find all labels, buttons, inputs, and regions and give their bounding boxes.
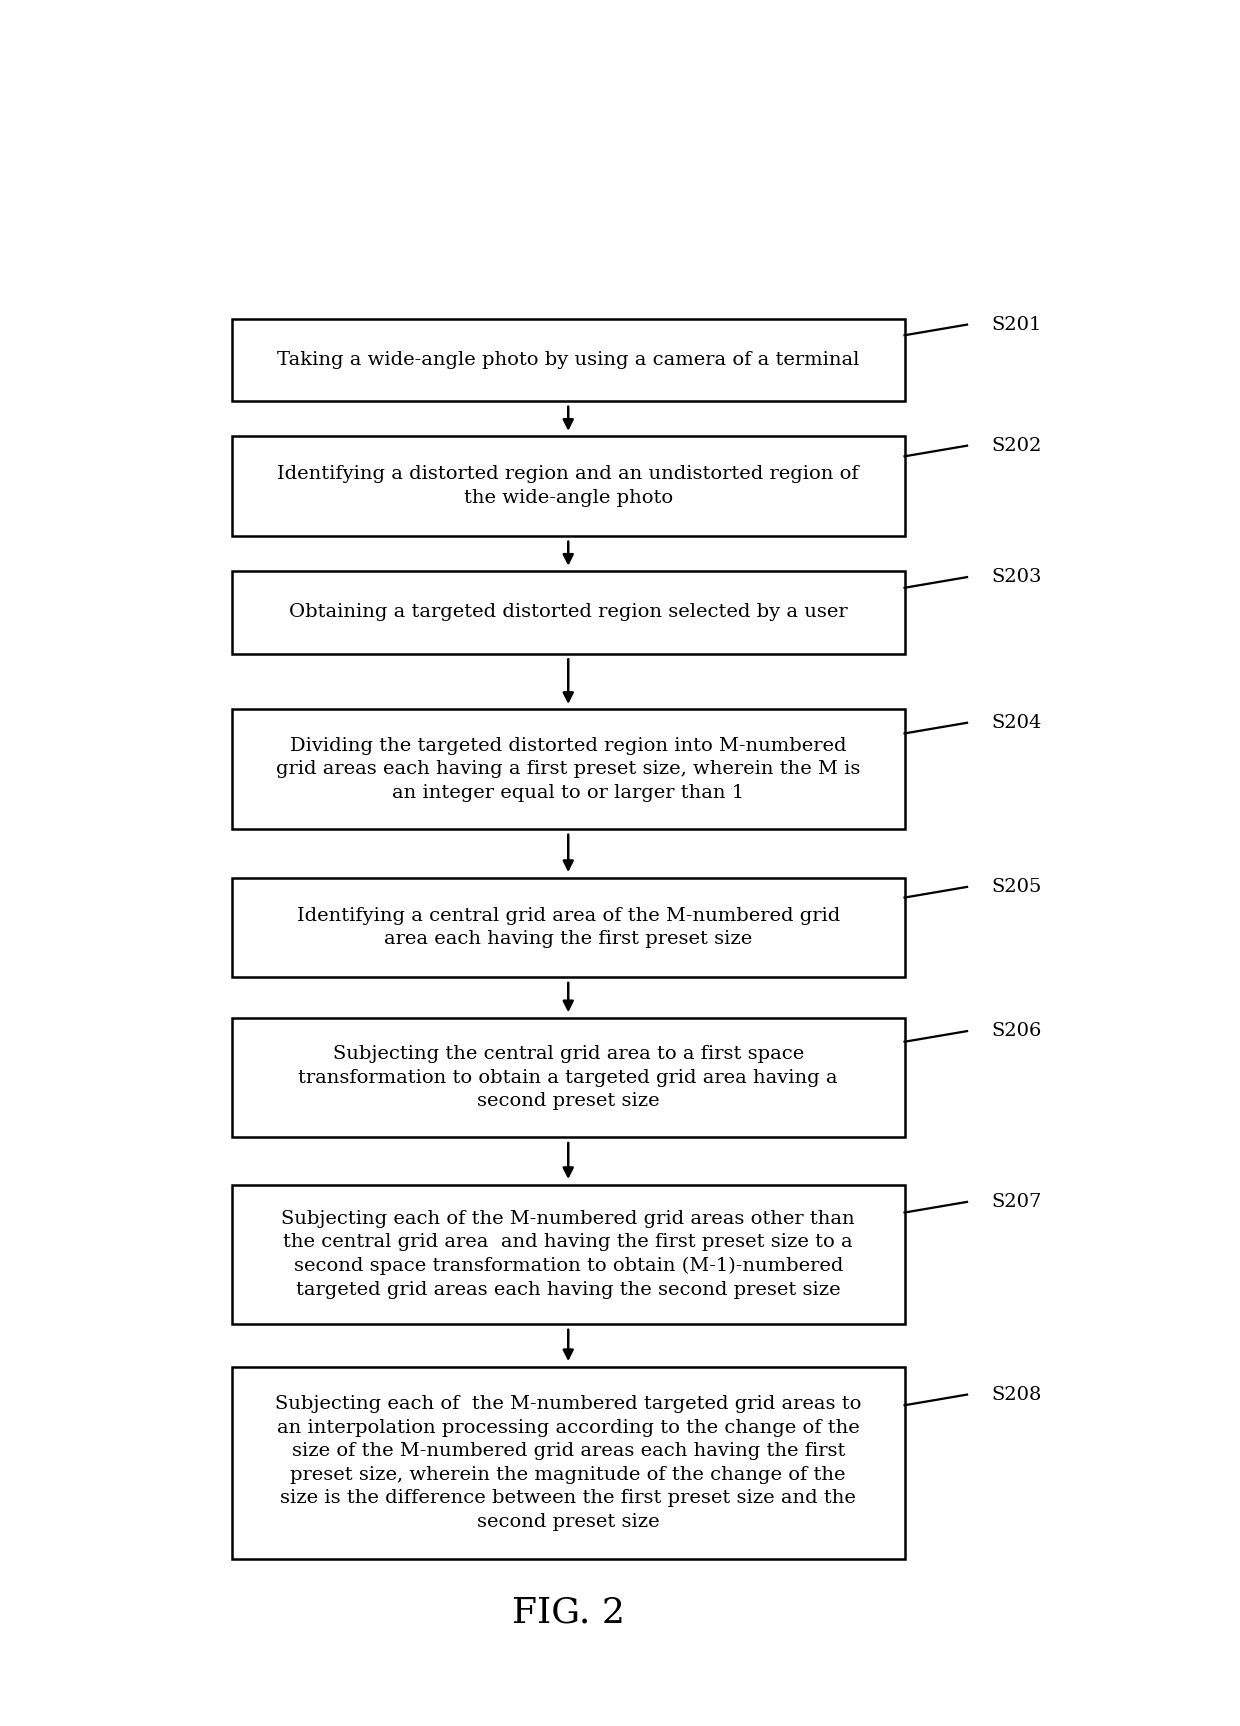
FancyBboxPatch shape bbox=[232, 437, 905, 537]
Text: S205: S205 bbox=[991, 879, 1042, 896]
Text: S203: S203 bbox=[991, 568, 1042, 587]
Text: Subjecting each of the M-numbered grid areas other than
the central grid area  a: Subjecting each of the M-numbered grid a… bbox=[281, 1210, 856, 1300]
FancyBboxPatch shape bbox=[232, 1367, 905, 1559]
Text: S204: S204 bbox=[991, 715, 1042, 732]
Text: FIG. 2: FIG. 2 bbox=[512, 1595, 625, 1629]
FancyBboxPatch shape bbox=[232, 319, 905, 400]
Text: Dividing the targeted distorted region into M-numbered
grid areas each having a : Dividing the targeted distorted region i… bbox=[277, 737, 861, 803]
Text: Identifying a central grid area of the M-numbered grid
area each having the firs: Identifying a central grid area of the M… bbox=[296, 906, 839, 948]
Text: Taking a wide-angle photo by using a camera of a terminal: Taking a wide-angle photo by using a cam… bbox=[277, 350, 859, 369]
Text: S202: S202 bbox=[991, 437, 1042, 454]
FancyBboxPatch shape bbox=[232, 571, 905, 654]
Text: Obtaining a targeted distorted region selected by a user: Obtaining a targeted distorted region se… bbox=[289, 604, 848, 621]
Text: S206: S206 bbox=[991, 1022, 1042, 1041]
Text: S208: S208 bbox=[991, 1386, 1042, 1403]
Text: Identifying a distorted region and an undistorted region of
the wide-angle photo: Identifying a distorted region and an un… bbox=[278, 466, 859, 507]
FancyBboxPatch shape bbox=[232, 709, 905, 828]
FancyBboxPatch shape bbox=[232, 877, 905, 977]
FancyBboxPatch shape bbox=[232, 1184, 905, 1324]
Text: Subjecting each of  the M-numbered targeted grid areas to
an interpolation proce: Subjecting each of the M-numbered target… bbox=[275, 1395, 862, 1531]
Text: S201: S201 bbox=[991, 316, 1042, 333]
Text: Subjecting the central grid area to a first space
transformation to obtain a tar: Subjecting the central grid area to a fi… bbox=[299, 1044, 838, 1110]
Text: S207: S207 bbox=[991, 1193, 1042, 1212]
FancyBboxPatch shape bbox=[232, 1018, 905, 1137]
